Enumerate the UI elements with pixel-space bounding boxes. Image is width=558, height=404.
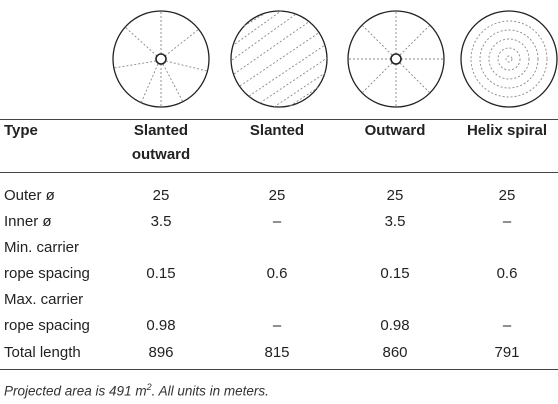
table-top-rule (0, 119, 558, 120)
cell-outer-slanted: 25 (268, 187, 286, 204)
cell-max-outward: 0.98 (380, 317, 410, 334)
header-bottom-rule (0, 172, 558, 173)
header-slanted-outward-line2: outward (131, 146, 191, 163)
header-helix-spiral: Helix spiral (466, 122, 548, 139)
row-label-min-spacing-line2: rope spacing (4, 265, 90, 282)
cell-outer-slanted-outward: 25 (152, 187, 170, 204)
cell-total-slanted-outward: 896 (148, 344, 174, 361)
footnote-prefix: Projected area is 491 m (4, 383, 147, 399)
cell-inner-helix-spiral: – (502, 213, 512, 230)
header-type: Type (4, 122, 38, 139)
cell-inner-slanted-outward: 3.5 (150, 213, 172, 230)
cell-total-slanted: 815 (264, 344, 290, 361)
cell-min-slanted-outward: 0.15 (146, 265, 176, 282)
row-label-inner-diameter: Inner ø (4, 213, 52, 230)
helix-spiral-diagram (460, 10, 558, 108)
cell-inner-outward: 3.5 (384, 213, 406, 230)
cell-outer-helix-spiral: 25 (498, 187, 516, 204)
cell-min-outward: 0.15 (380, 265, 410, 282)
header-slanted-outward-line1: Slanted (133, 122, 189, 139)
footnote-suffix: . All units in meters. (151, 383, 269, 399)
outward-diagram (347, 10, 445, 108)
slanted-diagram (230, 10, 328, 108)
cell-min-slanted: 0.6 (266, 265, 288, 282)
cell-inner-slanted: – (272, 213, 282, 230)
row-label-max-spacing-line2: rope spacing (4, 317, 90, 334)
header-slanted-outward: Slanted outward (116, 119, 206, 167)
row-label-outer-diameter: Outer ø (4, 187, 55, 204)
table-footnote: Projected area is 491 m2. All units in m… (4, 382, 269, 399)
slanted-outward-diagram (112, 10, 210, 108)
cell-max-slanted-outward: 0.98 (146, 317, 176, 334)
row-label-max-spacing-line1: Max. carrier (4, 291, 84, 308)
layout-diagrams (112, 10, 558, 108)
cell-max-helix-spiral: – (502, 317, 512, 334)
cell-total-outward: 860 (382, 344, 408, 361)
row-label-total-length: Total length (4, 344, 81, 361)
header-outward: Outward (364, 122, 426, 139)
cell-min-helix-spiral: 0.6 (496, 265, 518, 282)
table-bottom-rule (0, 369, 558, 370)
cell-max-slanted: – (272, 317, 282, 334)
footnote-superscript: 2 (146, 382, 152, 392)
header-slanted: Slanted (249, 122, 305, 139)
row-label-min-spacing-line1: Min. carrier (4, 239, 80, 256)
cell-outer-outward: 25 (386, 187, 404, 204)
cell-total-helix-spiral: 791 (494, 344, 520, 361)
